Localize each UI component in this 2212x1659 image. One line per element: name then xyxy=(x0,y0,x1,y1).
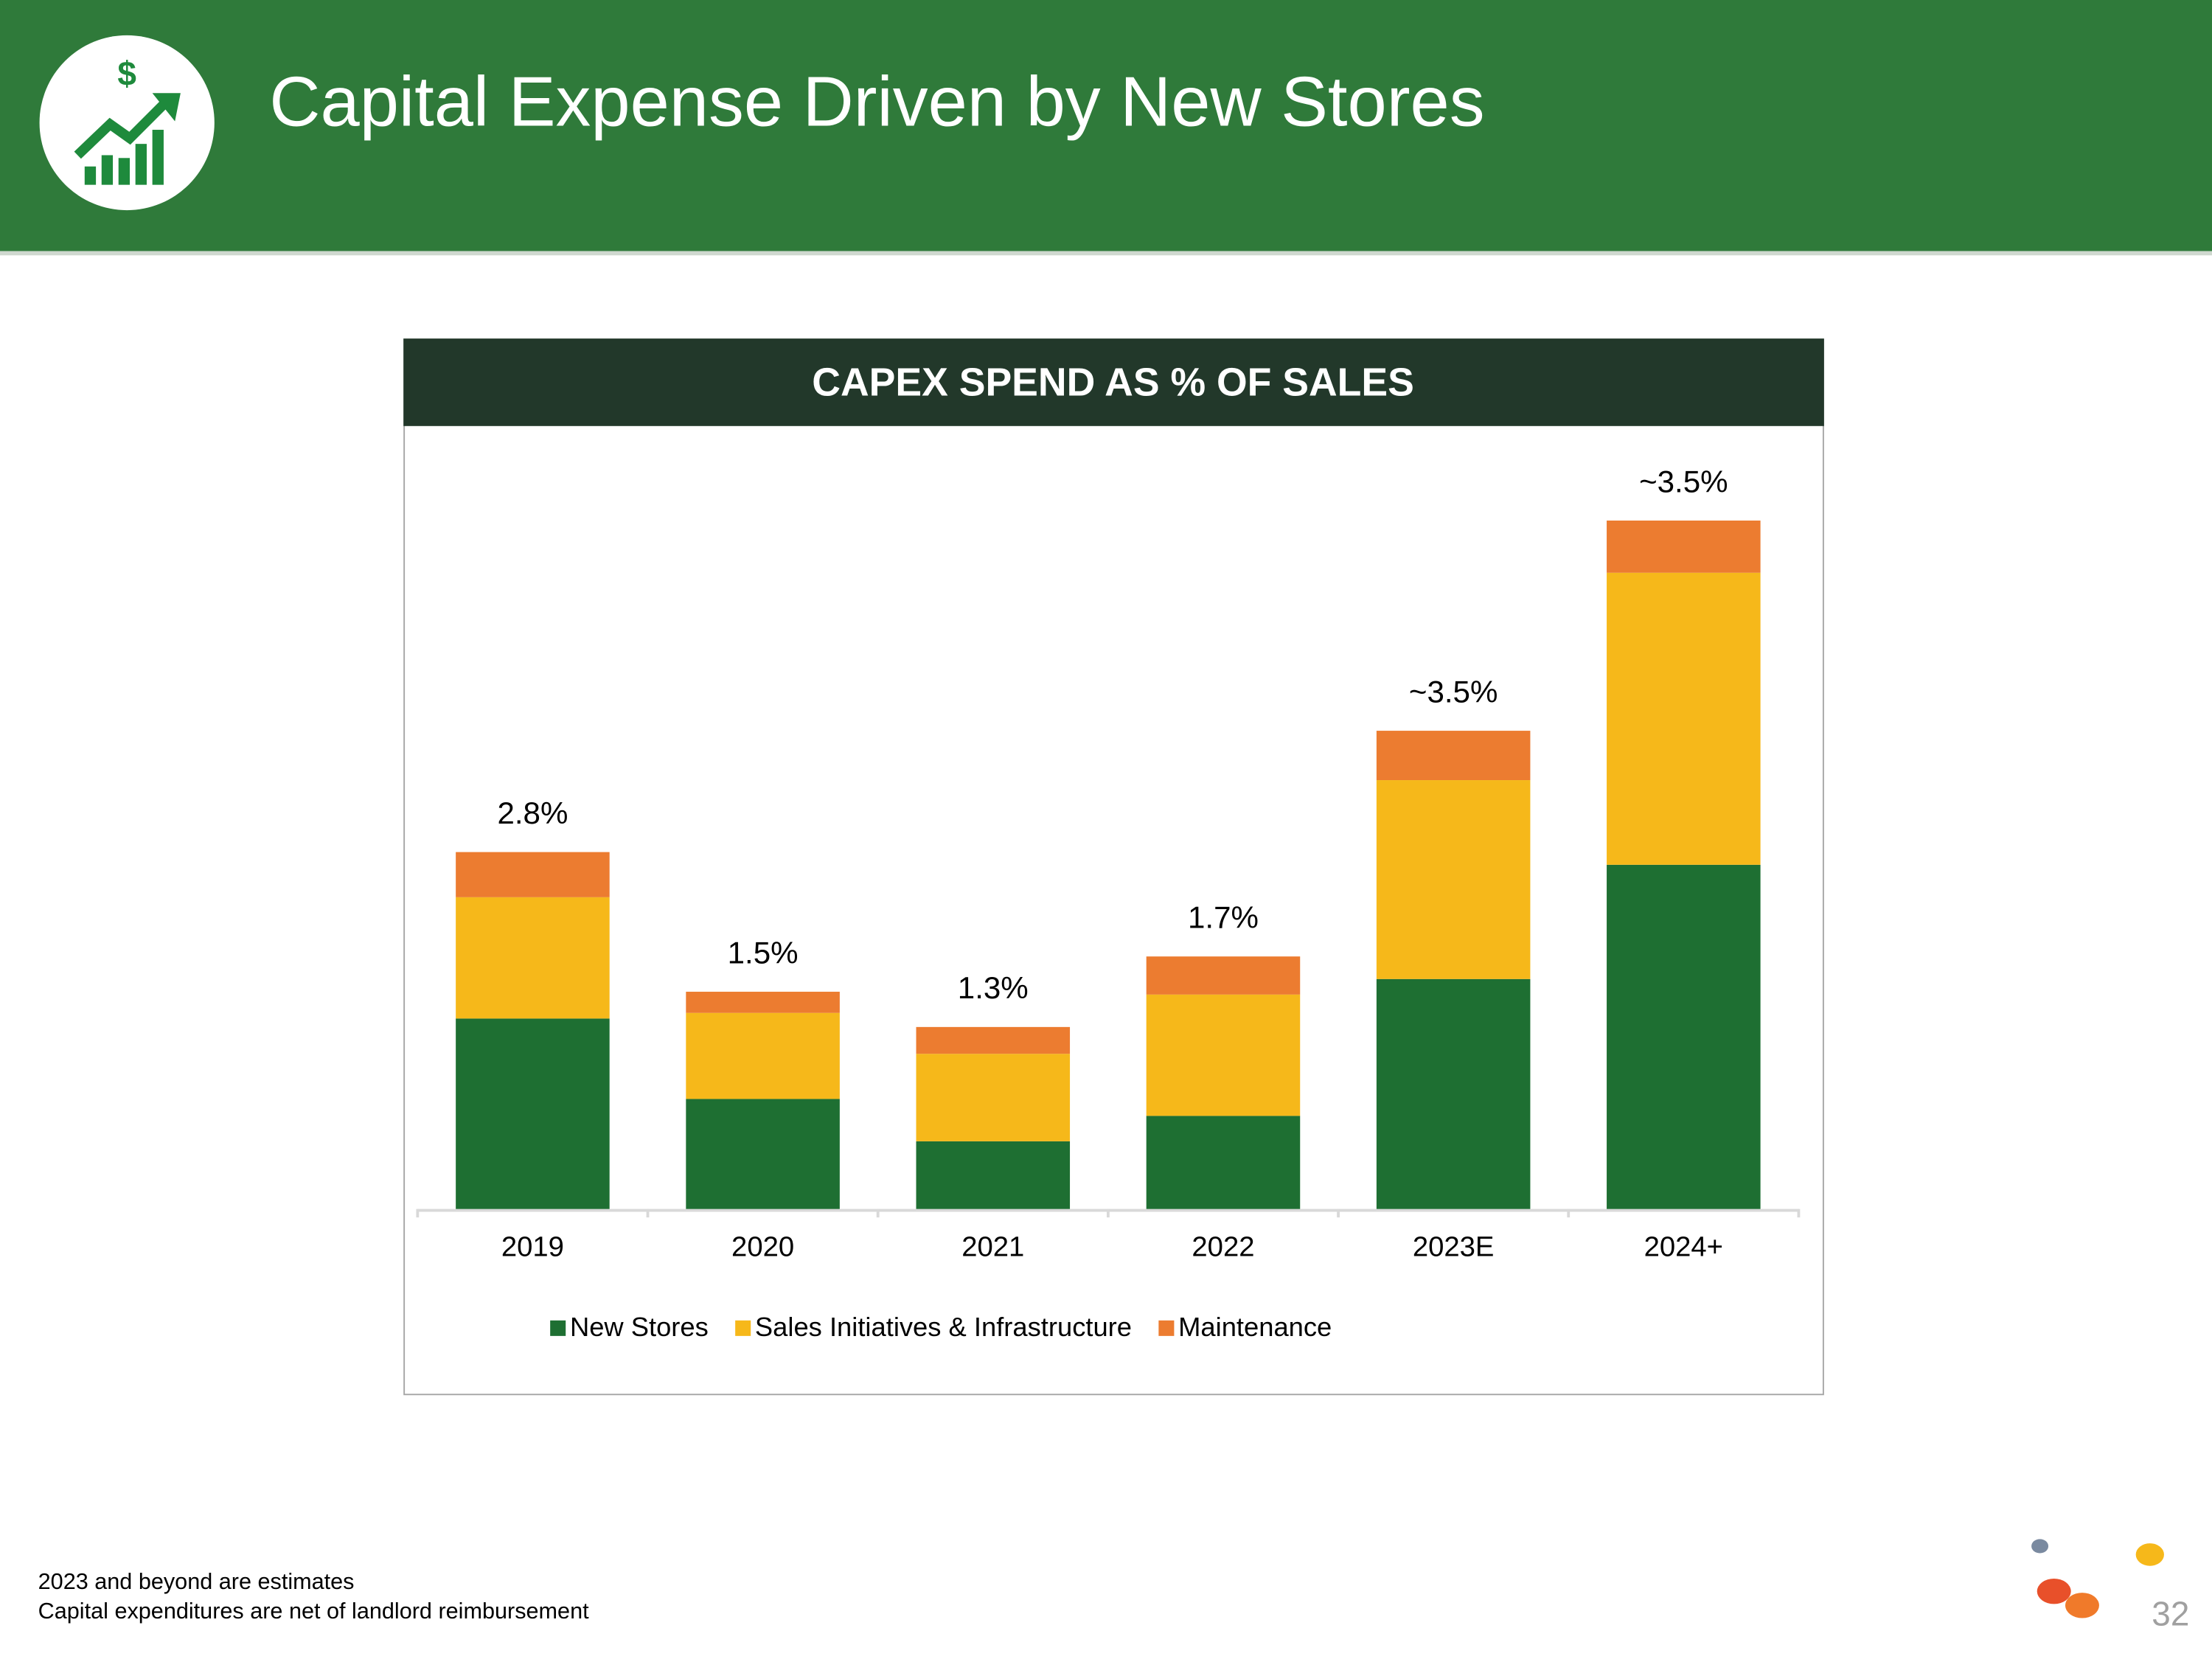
x-tick-label: 2024+ xyxy=(1644,1231,1723,1262)
butterflies xyxy=(2031,1539,2164,1618)
bar-segment xyxy=(686,1012,840,1099)
x-tick-label: 2021 xyxy=(961,1231,1024,1262)
chart-title-band xyxy=(403,338,1824,426)
page-number: 32 xyxy=(2152,1595,2189,1633)
total-label: 2.8% xyxy=(497,796,568,830)
bar-segment xyxy=(1146,1116,1301,1209)
bar-segment xyxy=(1607,572,1761,865)
chart-title: CAPEX SPEND AS % OF SALES xyxy=(812,361,1414,404)
total-label: ~3.5% xyxy=(1409,674,1498,709)
legend-swatch xyxy=(1158,1320,1175,1336)
bar-segment xyxy=(686,992,840,1013)
bar-segment xyxy=(1607,520,1761,573)
legend-swatch xyxy=(550,1320,566,1336)
footnote: Capital expenditures are net of landlord… xyxy=(38,1599,589,1624)
x-tick-label: 2023E xyxy=(1413,1231,1495,1262)
x-tick-label: 2020 xyxy=(731,1231,794,1262)
legend-label: Maintenance xyxy=(1178,1312,1332,1342)
bar-segment xyxy=(1376,780,1531,979)
icon: $ xyxy=(74,54,181,185)
total-label: 1.5% xyxy=(728,935,799,970)
chart-frame xyxy=(403,338,1824,1396)
bar-segment xyxy=(916,1141,1071,1209)
bar-segment xyxy=(456,897,610,1019)
bar-segment xyxy=(1376,978,1531,1209)
svg-text:$: $ xyxy=(117,54,136,92)
x-tick-label: 2019 xyxy=(501,1231,564,1262)
bar-segment xyxy=(456,852,610,897)
bar-segment xyxy=(456,1018,610,1209)
bar-segment xyxy=(916,1054,1071,1141)
bar-segment xyxy=(1146,994,1301,1116)
bar-segment xyxy=(1376,731,1531,781)
bar-segment xyxy=(686,1099,840,1209)
total-label: ~3.5% xyxy=(1639,464,1728,498)
bar-segment xyxy=(916,1026,1071,1054)
footnote: 2023 and beyond are estimates xyxy=(38,1569,355,1594)
legend-label: Sales Initiatives & Infrastructure xyxy=(755,1312,1132,1342)
bar-segment xyxy=(1607,864,1761,1209)
total-label: 1.7% xyxy=(1188,900,1259,935)
legend-swatch xyxy=(735,1320,751,1336)
legend-label: New Stores xyxy=(570,1312,709,1342)
slide-title: Capital Expense Driven by New Stores xyxy=(269,63,1484,142)
total-label: 1.3% xyxy=(958,970,1029,1005)
header-bar xyxy=(0,0,2212,251)
bar-segment xyxy=(1146,956,1301,995)
icon-circle xyxy=(39,35,215,211)
x-tick-label: 2022 xyxy=(1192,1231,1254,1262)
header-rule xyxy=(0,251,2212,256)
